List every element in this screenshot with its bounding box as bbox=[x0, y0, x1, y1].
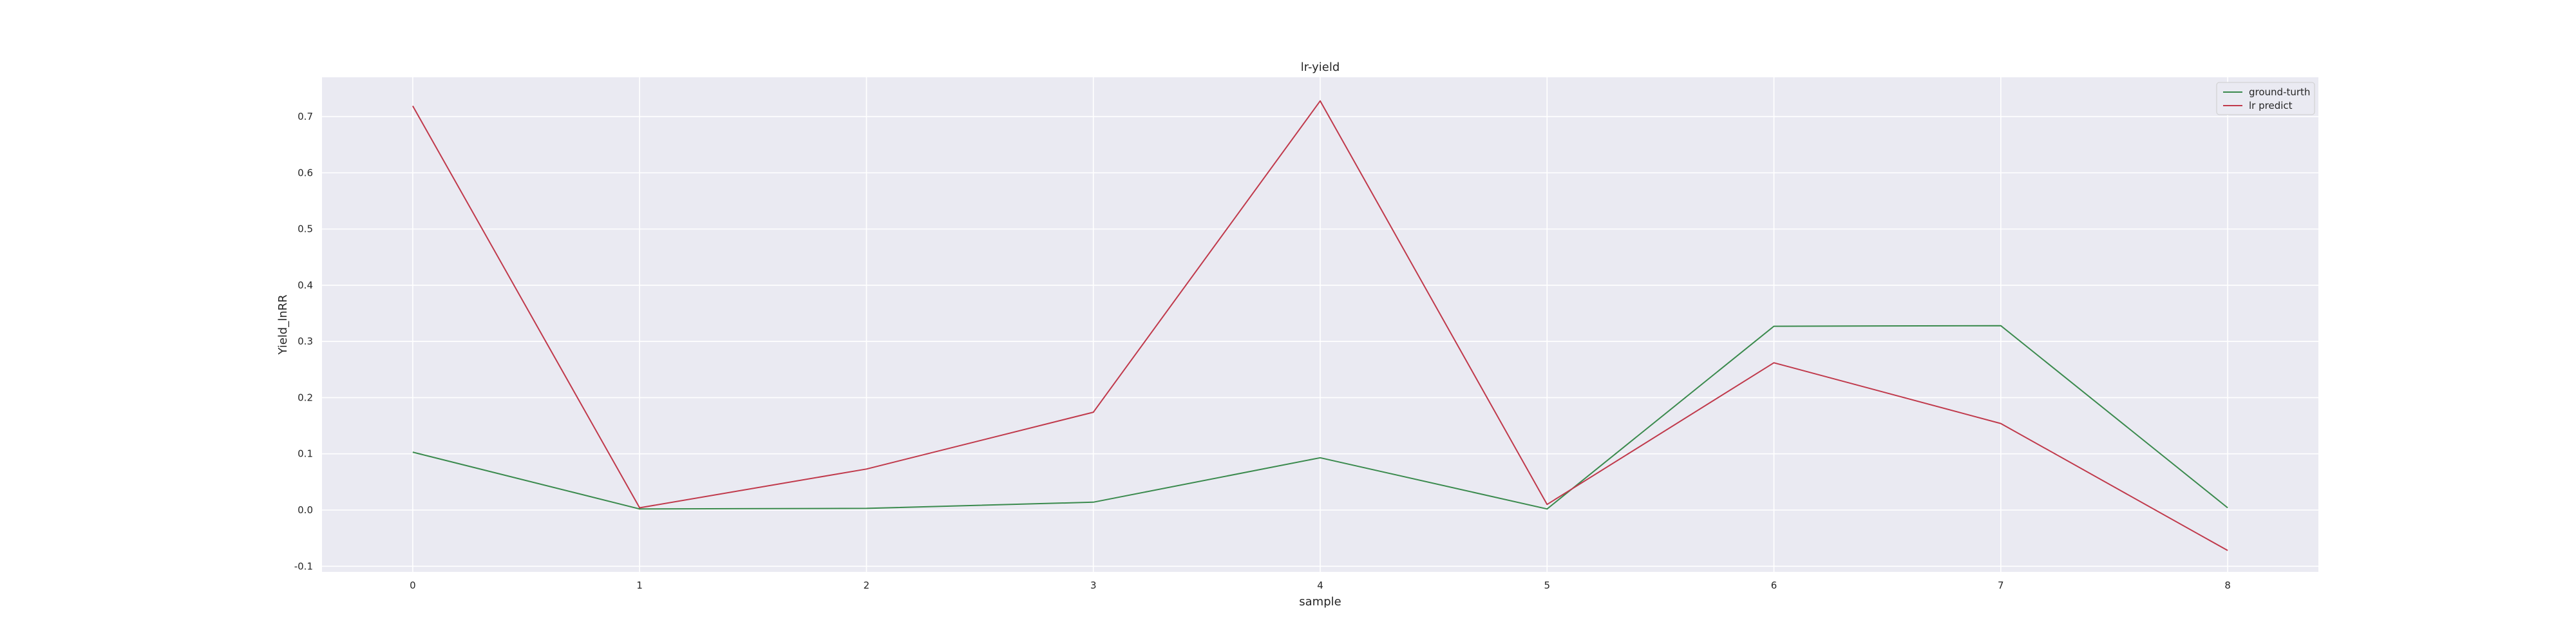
y-tick-label: 0.2 bbox=[298, 392, 313, 403]
series-line-1 bbox=[412, 100, 2228, 551]
x-tick-label: 2 bbox=[864, 580, 870, 591]
x-tick-label: 5 bbox=[1544, 580, 1550, 591]
x-tick-label: 3 bbox=[1090, 580, 1097, 591]
legend-label: ground-turth bbox=[2249, 86, 2310, 98]
series-line-0 bbox=[412, 325, 2228, 510]
y-tick-label: 0.1 bbox=[298, 448, 313, 460]
x-tick-label: 4 bbox=[1317, 580, 1323, 591]
y-tick-labels: -0.1 0.0 0.1 0.2 0.3 0.4 0.5 0.6 0.7 bbox=[294, 111, 313, 572]
x-tick-label: 1 bbox=[636, 580, 643, 591]
y-tick-label: 0.4 bbox=[298, 279, 313, 291]
y-tick-label: 0.7 bbox=[298, 111, 313, 122]
legend: ground-turth lr predict bbox=[2216, 82, 2315, 115]
legend-box bbox=[2216, 82, 2315, 115]
series-lines bbox=[412, 100, 2228, 551]
y-tick-label: 0.0 bbox=[298, 504, 313, 516]
y-tick-label: 0.6 bbox=[298, 167, 313, 178]
x-tick-label: 6 bbox=[1771, 580, 1777, 591]
y-axis-title: Yield_lnRR bbox=[276, 294, 290, 355]
chart-title: lr-yield bbox=[1301, 61, 1340, 74]
x-tick-label: 7 bbox=[1998, 580, 2004, 591]
legend-label: lr predict bbox=[2249, 100, 2293, 111]
y-tick-label: 0.5 bbox=[298, 223, 313, 235]
x-tick-labels: 0 1 2 3 4 5 6 7 8 bbox=[410, 580, 2231, 591]
y-tick-label: -0.1 bbox=[294, 560, 313, 572]
x-axis-title: sample bbox=[1299, 595, 1341, 609]
x-tick-label: 8 bbox=[2224, 580, 2231, 591]
y-tick-label: 0.3 bbox=[298, 336, 313, 347]
grid-lines bbox=[322, 77, 2318, 572]
x-tick-label: 0 bbox=[410, 580, 416, 591]
